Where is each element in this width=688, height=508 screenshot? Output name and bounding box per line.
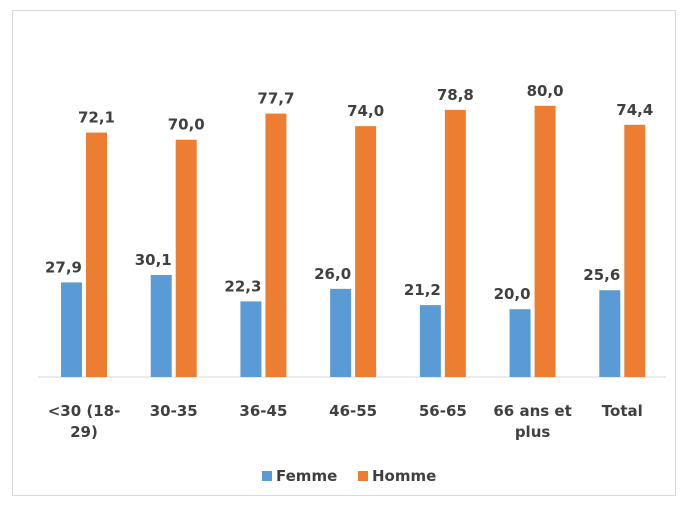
category-label-0: <30 (18- bbox=[48, 402, 121, 420]
data-label-homme-6: 74,4 bbox=[616, 101, 653, 119]
data-label-homme-1: 70,0 bbox=[168, 116, 205, 134]
category-label-6: Total bbox=[602, 402, 643, 420]
bar-femme-6 bbox=[599, 290, 621, 377]
data-label-femme-2: 22,3 bbox=[224, 277, 261, 295]
data-label-homme-0: 72,1 bbox=[78, 109, 115, 127]
bar-femme-2 bbox=[240, 301, 262, 377]
legend-label-femme: Femme bbox=[276, 467, 337, 485]
data-label-homme-2: 77,7 bbox=[257, 90, 294, 108]
bar-femme-3 bbox=[330, 288, 352, 377]
category-label-4: 56-65 bbox=[419, 402, 467, 420]
bar-homme-4 bbox=[444, 109, 466, 378]
legend-swatch-femme bbox=[262, 471, 272, 481]
chart-frame bbox=[12, 10, 676, 496]
category-label-0-line2: 29) bbox=[70, 423, 98, 441]
data-label-homme-4: 78,8 bbox=[437, 86, 474, 104]
category-label-5-line2: plus bbox=[515, 423, 551, 441]
bar-homme-0 bbox=[86, 132, 107, 377]
data-label-femme-5: 20,0 bbox=[494, 285, 531, 303]
category-label-1: 30-35 bbox=[150, 402, 198, 420]
bar-femme-0 bbox=[61, 282, 82, 377]
data-label-femme-0: 27,9 bbox=[45, 258, 82, 276]
bar-femme-5 bbox=[509, 309, 531, 377]
category-label-3: 46-55 bbox=[329, 402, 377, 420]
data-label-femme-6: 25,6 bbox=[583, 266, 620, 284]
bar-homme-1 bbox=[175, 139, 197, 377]
data-label-homme-3: 74,0 bbox=[347, 102, 384, 120]
bar-femme-4 bbox=[419, 305, 441, 377]
bar-homme-6 bbox=[624, 124, 646, 377]
data-label-femme-4: 21,2 bbox=[404, 281, 441, 299]
data-label-femme-1: 30,1 bbox=[135, 251, 172, 269]
data-label-homme-5: 80,0 bbox=[527, 82, 564, 100]
bar-homme-2 bbox=[265, 113, 287, 378]
bar-homme-3 bbox=[355, 126, 377, 377]
legend-label-homme: Homme bbox=[372, 467, 436, 485]
bar-femme-1 bbox=[150, 274, 172, 377]
legend-swatch-homme bbox=[358, 471, 368, 481]
category-label-5: 66 ans et bbox=[493, 402, 571, 420]
data-label-femme-3: 26,0 bbox=[314, 265, 351, 283]
bar-homme-5 bbox=[534, 105, 556, 378]
category-label-2: 36-45 bbox=[239, 402, 287, 420]
